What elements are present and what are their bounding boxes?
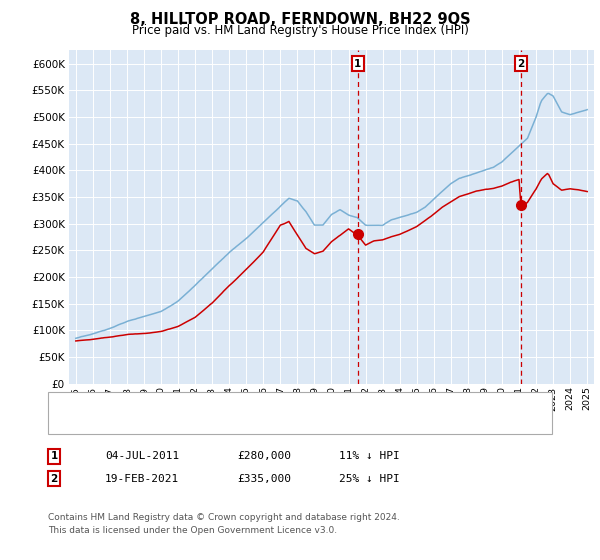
Text: 11% ↓ HPI: 11% ↓ HPI xyxy=(339,451,400,461)
Text: 2: 2 xyxy=(50,474,58,484)
Text: This data is licensed under the Open Government Licence v3.0.: This data is licensed under the Open Gov… xyxy=(48,526,337,535)
Text: Price paid vs. HM Land Registry's House Price Index (HPI): Price paid vs. HM Land Registry's House … xyxy=(131,24,469,36)
Text: £335,000: £335,000 xyxy=(237,474,291,484)
Text: 8, HILLTOP ROAD, FERNDOWN, BH22 9QS: 8, HILLTOP ROAD, FERNDOWN, BH22 9QS xyxy=(130,12,470,27)
Text: 1: 1 xyxy=(354,59,361,69)
Text: £280,000: £280,000 xyxy=(237,451,291,461)
Text: Contains HM Land Registry data © Crown copyright and database right 2024.: Contains HM Land Registry data © Crown c… xyxy=(48,514,400,522)
Text: 2: 2 xyxy=(517,59,524,69)
Text: 25% ↓ HPI: 25% ↓ HPI xyxy=(339,474,400,484)
Text: 1: 1 xyxy=(50,451,58,461)
Text: 19-FEB-2021: 19-FEB-2021 xyxy=(105,474,179,484)
Text: HPI: Average price, detached house, Dorset: HPI: Average price, detached house, Dors… xyxy=(93,417,332,427)
Text: 04-JUL-2011: 04-JUL-2011 xyxy=(105,451,179,461)
Text: 8, HILLTOP ROAD, FERNDOWN, BH22 9QS (detached house): 8, HILLTOP ROAD, FERNDOWN, BH22 9QS (det… xyxy=(93,400,420,410)
